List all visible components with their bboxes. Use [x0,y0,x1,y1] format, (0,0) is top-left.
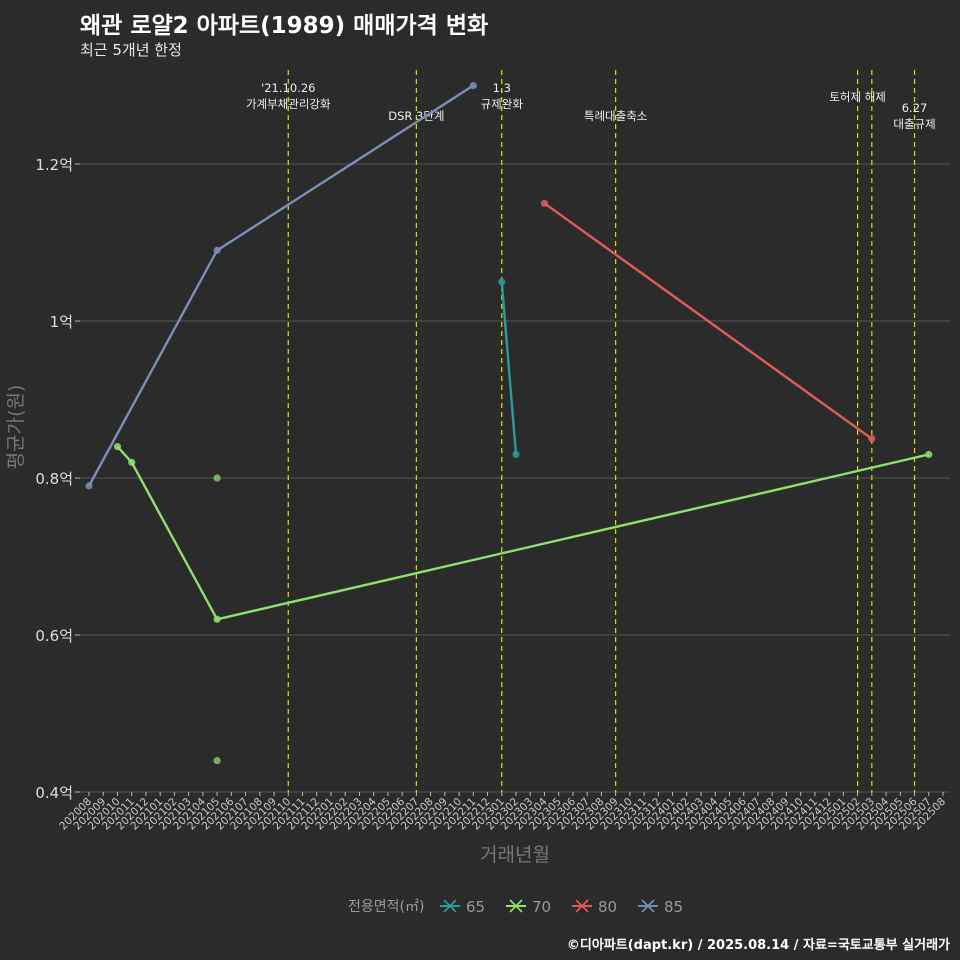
data-point-70 [113,443,122,451]
legend-mark [443,899,457,913]
data-point-70 [213,615,221,623]
legend-mark [509,899,523,913]
data-point-65 [512,450,520,459]
event-label: '21.10.26 [261,81,315,95]
event-label: 규제완화 [481,97,524,111]
event-label: 대출규제 [893,117,935,131]
data-point-85 [469,81,477,90]
legend-item-70: 70 [506,898,551,916]
series-line-70 [116,445,930,621]
y-tick-label: 0.8억 [35,470,73,488]
data-point-70 [128,458,136,466]
legend-title: 전용면적(㎡) [348,899,424,915]
y-tick-label: 0.6억 [35,627,73,645]
y-tick-label: 0.4억 [35,784,73,802]
legend-label: 80 [598,898,617,916]
y-tick-label: 1억 [50,313,73,331]
data-point-70 [925,450,933,459]
data-point-80 [540,199,549,207]
legend-item-65: 65 [440,898,485,916]
legend-item-85: 85 [638,898,683,916]
legend-item-80: 80 [572,898,617,916]
legend-mark [641,899,655,913]
legend-mark [575,899,589,913]
chart-subtitle: 최근 5개년 한정 [80,41,182,59]
chart-title: 왜관 로얄2 아파트(1989) 매매가격 변화 [80,13,489,39]
event-label: 6.27 [902,101,928,115]
source-caption: ©디아파트(dapt.kr) / 2025.08.14 / 자료=국토교통부 실… [566,938,950,953]
series-line-65 [500,281,518,455]
data-point-85 [85,482,93,490]
y-tick-label: 1.2억 [35,156,73,174]
data-point-80 [868,435,876,443]
event-label: 특례대출축소 [584,109,647,123]
legend-label: 65 [466,898,485,916]
y-axis-title: 평균가(원) [5,385,27,470]
data-point-70 [213,757,221,765]
data-point-85 [213,246,221,254]
data-point-70 [213,474,221,482]
event-label: 가계부채관리강화 [246,97,331,111]
event-label: 1.3 [493,81,511,95]
series-line-80 [543,202,873,440]
series-line-85 [87,84,474,487]
legend: 전용면적(㎡) 65 70 80 85 [348,898,683,916]
event-label: 토허제 해제 [829,90,886,104]
legend-label: 85 [664,898,683,916]
data-point-65 [498,278,506,286]
legend-label: 70 [532,898,551,916]
x-axis-title: 거래년월 [480,844,550,866]
